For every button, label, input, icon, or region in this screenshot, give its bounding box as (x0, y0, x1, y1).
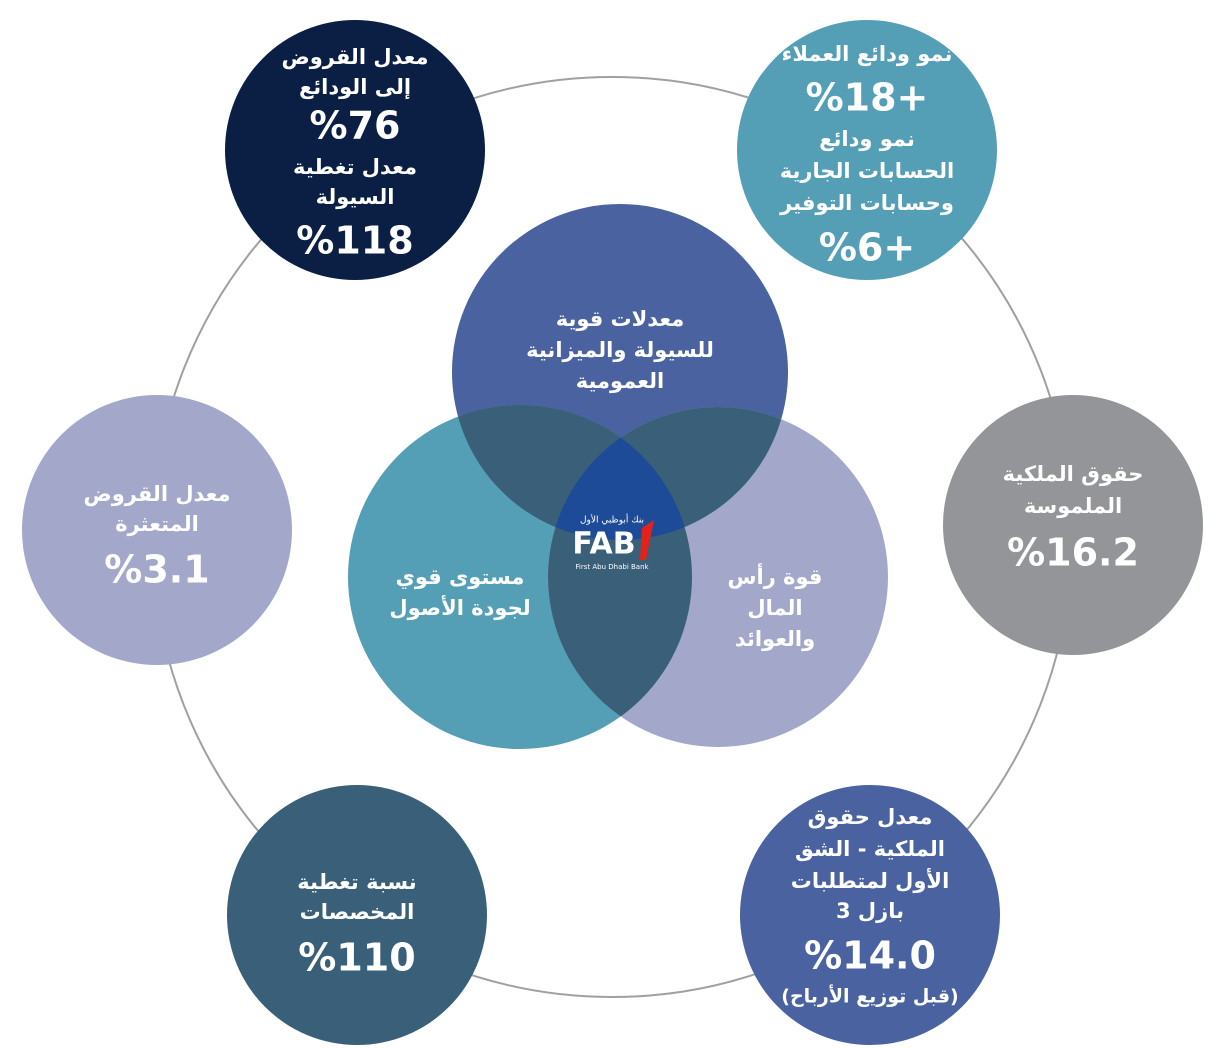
metric-label: معدل القروض (281, 45, 428, 69)
metric-circle (225, 20, 485, 280)
metric-value: %16.2 (1007, 531, 1139, 575)
venn (348, 204, 888, 749)
metric-value: %3.1 (104, 548, 209, 592)
venn-label: معدلات قوية (556, 307, 685, 331)
metric-label: معدل حقوق (808, 805, 933, 829)
metric-value: %118 (296, 219, 413, 263)
metric-label: نسبة تغطية (297, 870, 416, 894)
metric-value: %110 (298, 936, 415, 980)
metric-circle (227, 785, 487, 1045)
metric-label: الملكية - الشق (795, 837, 945, 861)
center (548, 407, 692, 540)
metric-circle (943, 395, 1203, 655)
metric-label: حقوق الملكية (1003, 462, 1144, 486)
metric-label: بازل 3 (836, 899, 904, 923)
metric-value: %14.0 (804, 934, 936, 978)
logo-icon (640, 520, 654, 560)
metric-label: الحسابات الجارية (780, 159, 954, 183)
metric-label: الملموسة (1024, 494, 1122, 518)
metric-label: السيولة (316, 185, 395, 209)
metric-value: %18+ (806, 76, 929, 120)
metric-label: المخصصات (300, 900, 415, 924)
metric-label: نمو ودائع (819, 127, 915, 151)
venn-label: العمومية (576, 369, 665, 393)
logo-english: First Abu Dhabi Bank (575, 563, 649, 571)
metric-note: (قبل توزيع الأرباح) (781, 985, 958, 1008)
venn-label: قوة رأس (728, 562, 823, 589)
metric-label: معدل تغطية (293, 155, 417, 179)
venn-label: مستوى قوي (396, 565, 525, 590)
logo: بنك أبوظبي الأول FAB First Abu Dhabi Ban… (572, 514, 654, 571)
venn-label: لجودة الأصول (389, 594, 530, 620)
metric-value: %76 (310, 104, 401, 148)
venn-label: المال (747, 596, 802, 620)
metric-value: %6+ (819, 226, 915, 270)
metric-label: إلى الودائع (299, 75, 411, 99)
venn-label: للسيولة والميزانية (526, 338, 714, 362)
venn-label: والعوائد (735, 627, 815, 651)
metric-label: نمو ودائع العملاء (782, 42, 953, 66)
metric-label: وحسابات التوفير (779, 191, 954, 215)
metric-circle (737, 20, 997, 280)
metric-label: الأول لمتطلبات (791, 867, 950, 893)
metric-circle (22, 395, 292, 665)
logo-arabic: بنك أبوظبي الأول (580, 514, 644, 526)
logo-mark: FAB (572, 527, 635, 562)
metric-circle (740, 785, 1000, 1045)
metric-label: معدل القروض (83, 482, 230, 506)
metric-label: المتعثرة (115, 512, 199, 536)
